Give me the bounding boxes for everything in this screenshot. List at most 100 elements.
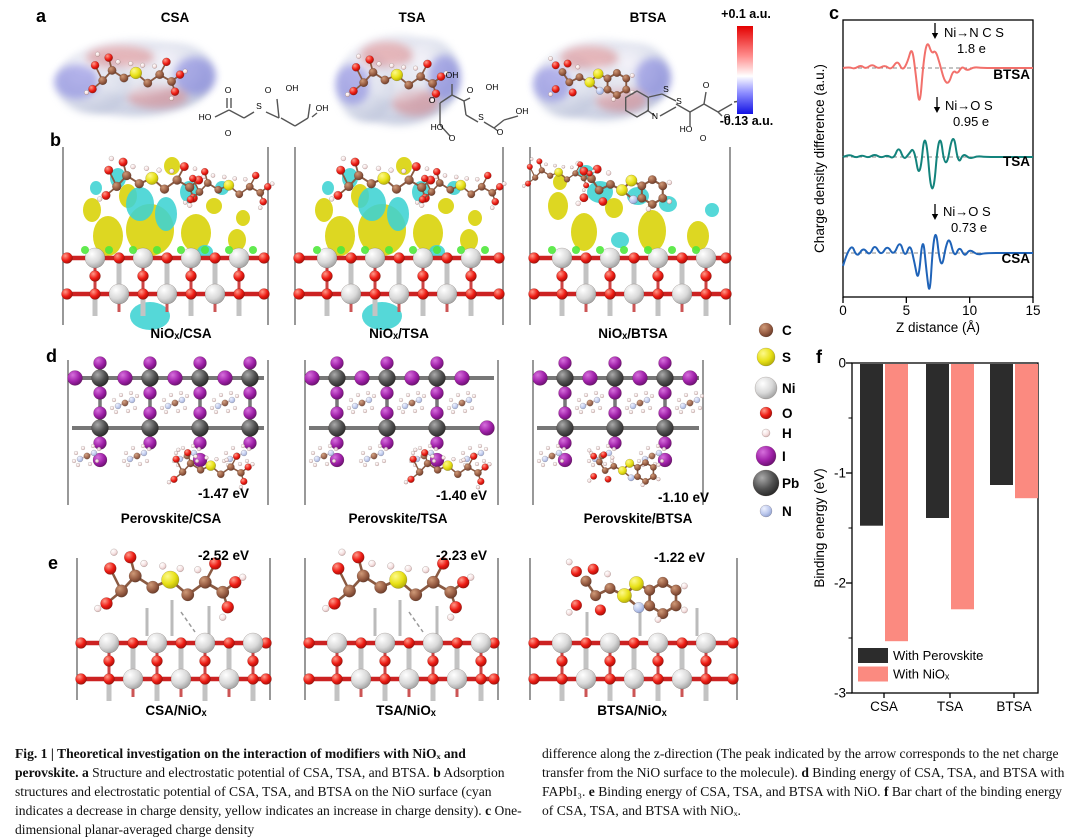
- binding-energy-perovskite-csa: -1.47 eV: [198, 486, 250, 501]
- modifier-molecule: [403, 447, 492, 490]
- bar-with-nioₓ-btsa: [1015, 364, 1038, 499]
- modifier-molecule: [97, 155, 207, 208]
- modifier-molecule: [345, 53, 449, 103]
- skeletal-label: HO: [199, 112, 212, 122]
- skeletal-label: S: [676, 96, 682, 106]
- skeletal-label: N: [652, 111, 658, 121]
- skeletal-label: O: [700, 133, 707, 143]
- perovskite-slab: [67, 356, 264, 468]
- nio-slab: [61, 247, 270, 316]
- panel-d-caption-1: Perovskite/CSA: [120, 511, 222, 526]
- colorbar-max-label: +0.1 a.u.: [721, 7, 771, 21]
- panel-d-caption-3: Perovskite/BTSA: [583, 511, 693, 526]
- panel-e-caption-3: BTSA/NiOₓ: [597, 703, 667, 718]
- panel-e-caption-1: CSA/NiOₓ: [145, 703, 207, 718]
- panel-e-label: e: [48, 553, 59, 573]
- modifier-molecule: [166, 447, 255, 490]
- molecule-title-tsa: TSA: [398, 10, 426, 25]
- esp-surface: [54, 40, 216, 116]
- c-x-tick: 5: [903, 303, 911, 318]
- colorbar-min-label: -0.13 a.u.: [719, 114, 774, 128]
- nio-slab: [75, 632, 272, 701]
- fa-cation: [159, 390, 190, 415]
- skeletal-label: O: [724, 112, 731, 122]
- c-annotation: Ni→O S: [945, 98, 993, 113]
- skeletal-label: S: [256, 101, 262, 111]
- nio-slab: [528, 632, 739, 701]
- atom-legend-symbol: C: [782, 323, 792, 338]
- skeletal-label: OH: [316, 103, 329, 113]
- f-y-tick: -3: [834, 686, 846, 701]
- skeletal-label: O: [429, 95, 436, 105]
- modifier-molecule: [414, 166, 507, 211]
- surface-charge-dots: [81, 246, 257, 254]
- fa-cation: [396, 390, 427, 415]
- atom-legend-symbol: S: [782, 350, 791, 365]
- skeletal-label: O: [265, 85, 272, 95]
- f-legend-label: With Perovskite: [893, 648, 983, 663]
- bar-with-perovskite-btsa: [990, 364, 1013, 485]
- bar-with-nioₓ-tsa: [951, 364, 974, 610]
- cdd-curve-TSA: [842, 138, 1033, 190]
- skeletal-label: OH: [286, 83, 299, 93]
- c-charge-transfer: 0.73 e: [951, 220, 987, 235]
- atom-legend: CS Ni OHI Pb N: [752, 322, 799, 519]
- skeletal-label: O: [497, 127, 504, 137]
- f-x-category: BTSA: [996, 699, 1031, 714]
- panel-b-label: b: [50, 130, 61, 150]
- modifier-molecule: [565, 558, 688, 623]
- panel-c-chart: 0 5 10 15 Z distance (Å) Charge density diffe…: [812, 19, 1041, 335]
- surface-charge-dots: [548, 246, 700, 254]
- atom-legend-symbol: O: [782, 406, 793, 421]
- skeletal-label: O: [225, 128, 232, 138]
- c-y-axis-label: Charge density difference (a.u.): [812, 64, 827, 253]
- fa-cation: [674, 390, 705, 415]
- modifier-molecule: [575, 160, 673, 212]
- modifier-molecule: [548, 56, 635, 102]
- c-x-tick: 0: [839, 303, 847, 318]
- panel-f-label: f: [816, 347, 822, 367]
- fa-cation: [624, 390, 655, 415]
- skeletal-formula-TSA: OH O O OH HO O S O OH: [429, 70, 529, 143]
- fa-cation: [121, 443, 152, 468]
- panel-d-label: d: [46, 346, 57, 366]
- modifier-molecule: [84, 51, 188, 101]
- skeletal-label: S: [478, 112, 484, 122]
- c-charge-transfer: 0.95 e: [953, 114, 989, 129]
- perovskite-slab: [532, 356, 705, 468]
- skeletal-label: OH: [516, 106, 529, 116]
- atom-legend-symbol: Ni: [782, 381, 796, 396]
- esp-surface: [532, 40, 672, 120]
- fa-cation: [346, 390, 377, 415]
- c-series-label: TSA: [1003, 154, 1030, 169]
- panel-d-caption-2: Perovskite/TSA: [348, 511, 448, 526]
- f-y-tick: -1: [834, 466, 846, 481]
- c-x-tick: 15: [1025, 303, 1040, 318]
- fa-cation: [71, 443, 102, 468]
- fa-cation: [446, 390, 477, 415]
- panel-c-label: c: [829, 3, 840, 23]
- fa-cation: [536, 443, 567, 468]
- c-x-axis-label: Z distance (Å): [896, 320, 980, 335]
- fa-cation: [358, 443, 389, 468]
- f-y-tick: -2: [834, 576, 846, 591]
- c-charge-transfer: 1.8 e: [957, 41, 986, 56]
- panel-a: HOOOOHSOOHOHOOOHHOOSOOHSNSOOHHOOO: [54, 35, 750, 143]
- c-series-label: CSA: [1001, 251, 1030, 266]
- fa-cation: [308, 443, 339, 468]
- modifier-molecule: [322, 548, 475, 621]
- panel-b-caption-2: NiOₓ/TSA: [369, 326, 429, 341]
- f-y-tick: 0: [838, 356, 846, 371]
- panel-b-caption-1: NiOₓ/CSA: [150, 326, 212, 341]
- nio-slab: [303, 632, 500, 701]
- skeletal-label: OH: [486, 82, 499, 92]
- panel-f-chart: 0 -1 -2 -3 CSA TSA BTSA With Perovskite With NiO…: [812, 356, 1039, 714]
- molecule-title-btsa: BTSA: [629, 10, 667, 25]
- skeletal-label: O: [225, 85, 232, 95]
- panel-d: [67, 356, 705, 505]
- f-x-category: CSA: [870, 699, 898, 714]
- fa-cation: [209, 390, 240, 415]
- skeletal-label: S: [663, 84, 669, 94]
